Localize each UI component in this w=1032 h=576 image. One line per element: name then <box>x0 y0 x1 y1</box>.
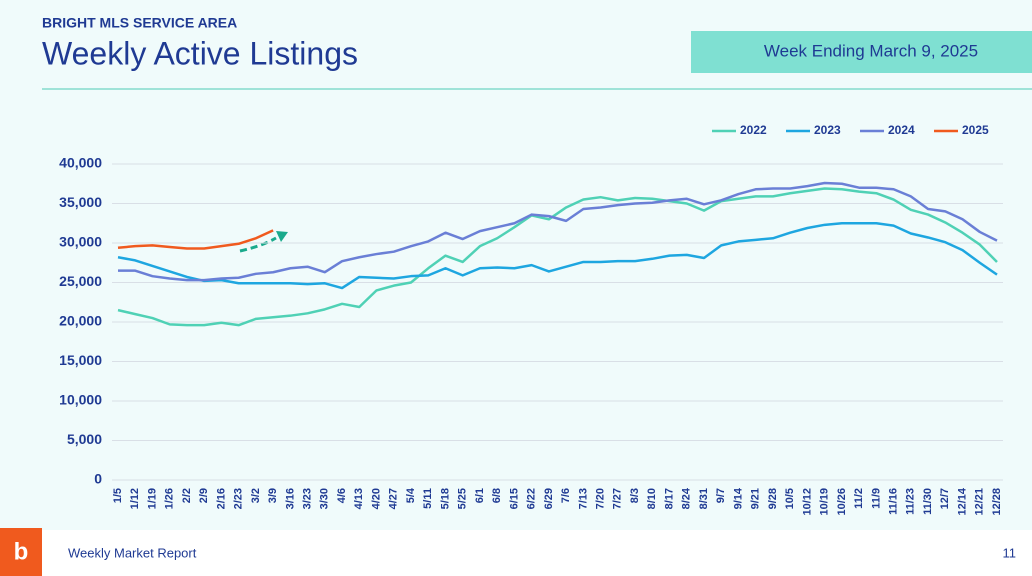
x-tick-label: 1/12 <box>129 488 141 509</box>
x-tick-label: 2/9 <box>198 488 210 503</box>
x-tick-label: 9/7 <box>715 488 727 503</box>
x-tick-label: 12/28 <box>991 488 1003 516</box>
x-tick-label: 8/17 <box>663 488 675 509</box>
page-number: 11 <box>1003 545 1017 560</box>
x-tick-label: 6/22 <box>526 488 538 509</box>
y-tick-label: 20,000 <box>59 313 102 329</box>
legend-label: 2022 <box>740 123 767 137</box>
background <box>0 0 1032 530</box>
x-tick-label: 11/9 <box>870 488 882 509</box>
x-tick-label: 3/30 <box>319 488 331 509</box>
legend-label: 2024 <box>888 123 915 137</box>
x-tick-label: 6/15 <box>508 488 520 509</box>
trend-arrow <box>239 236 277 253</box>
x-tick-label: 6/1 <box>474 488 486 503</box>
x-tick-label: 8/31 <box>698 488 710 509</box>
x-tick-label: 9/14 <box>732 487 744 509</box>
legend-label: 2023 <box>814 123 841 137</box>
x-tick-label: 6/8 <box>491 488 503 503</box>
x-tick-label: 3/23 <box>301 488 313 509</box>
x-tick-label: 6/29 <box>543 488 555 509</box>
logo: b <box>14 538 29 565</box>
badge-box <box>691 31 1032 73</box>
y-tick-label: 5,000 <box>67 431 102 447</box>
x-tick-label: 8/24 <box>681 487 693 509</box>
x-tick-label: 12/14 <box>956 487 968 515</box>
series-line <box>117 229 274 250</box>
x-tick-label: 11/23 <box>905 488 917 515</box>
x-tick-label: 1/26 <box>164 488 176 509</box>
x-tick-label: 8/3 <box>629 488 641 503</box>
x-tick-label: 2/2 <box>181 488 193 503</box>
plot: 0 5,000 10,000 15,000 20,000 25,000 30,000 35,0… <box>59 123 1003 516</box>
footer-band <box>0 530 1032 576</box>
series-line <box>117 187 998 327</box>
x-tick-label: 3/9 <box>267 488 279 503</box>
y-tick-label: 40,000 <box>59 155 102 171</box>
x-tick-label: 8/10 <box>646 488 658 509</box>
title: Weekly Active Listings <box>42 35 358 71</box>
x-tick-label: 3/16 <box>284 488 296 509</box>
x-tick-label: 3/2 <box>250 488 262 503</box>
kicker: BRIGHT MLS SERVICE AREA <box>42 15 237 31</box>
x-tick-label: 2/16 <box>215 488 227 509</box>
x-tick-label: 1/5 <box>112 488 124 503</box>
legend-label: 2025 <box>962 123 989 137</box>
x-tick-label: 10/19 <box>819 488 831 516</box>
x-tick-label: 11/16 <box>887 488 899 515</box>
y-tick-label: 15,000 <box>59 352 102 368</box>
x-tick-label: 4/20 <box>370 488 382 509</box>
x-tick-label: 7/20 <box>594 488 606 509</box>
badge: Week Ending March 9, 2025 <box>764 41 978 60</box>
series-line <box>118 181 998 282</box>
x-tick-label: 11/2 <box>853 488 865 509</box>
y-tick-label: 10,000 <box>59 392 102 408</box>
series-line <box>117 222 998 290</box>
x-tick-label: 1/19 <box>146 488 158 509</box>
x-tick-label: 9/28 <box>767 488 779 509</box>
x-tick-label: 2/23 <box>233 488 245 509</box>
x-tick-label: 12/7 <box>939 488 951 509</box>
x-tick-label: 4/6 <box>336 488 348 503</box>
x-tick-label: 5/18 <box>439 488 451 509</box>
y-tick-label: 0 <box>94 471 102 487</box>
x-tick-label: 4/27 <box>388 488 400 509</box>
y-tick-label: 30,000 <box>59 234 102 250</box>
x-tick-label: 5/25 <box>457 488 469 509</box>
x-tick-label: 12/21 <box>974 488 986 516</box>
x-tick-label: 7/6 <box>560 488 572 503</box>
y-tick-label: 35,000 <box>59 194 102 210</box>
x-tick-label: 11/30 <box>922 488 934 515</box>
logo-box <box>0 528 42 576</box>
x-tick-label: 4/13 <box>353 488 365 509</box>
x-tick-label: 9/21 <box>750 488 762 509</box>
y-tick-label: 25,000 <box>59 273 102 289</box>
x-tick-label: 7/13 <box>577 488 589 509</box>
x-tick-label: 5/11 <box>422 488 434 509</box>
x-tick-label: 10/5 <box>784 488 796 509</box>
x-tick-label: 10/12 <box>801 488 813 516</box>
x-tick-label: 7/27 <box>612 488 624 509</box>
trend-arrow-head <box>276 231 288 242</box>
footer-text: Weekly Market Report <box>68 545 197 560</box>
x-tick-label: 5/4 <box>405 487 417 503</box>
x-tick-label: 10/26 <box>836 488 848 516</box>
